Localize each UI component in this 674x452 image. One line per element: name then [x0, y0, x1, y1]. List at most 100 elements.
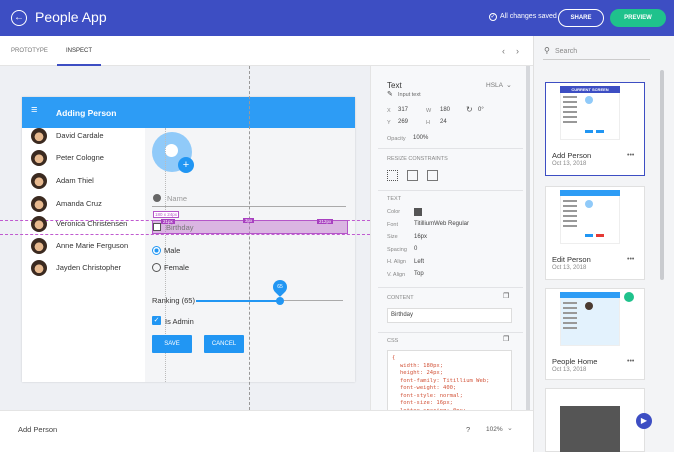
css-line: font-style: normal; [400, 392, 463, 399]
more-menu[interactable]: ••• [627, 358, 635, 365]
avatar [31, 128, 47, 144]
property-label: Size [387, 234, 398, 240]
thumb-row [563, 210, 577, 212]
screen-date: Oct 13, 2018 [552, 161, 587, 167]
field-label: Y [387, 120, 391, 126]
person-icon [153, 194, 161, 202]
thumbnail [560, 406, 620, 452]
play-button[interactable]: ▶ [636, 413, 652, 429]
preview-button[interactable]: PREVIEW [610, 9, 666, 27]
person-name[interactable]: Peter Cologne [56, 153, 104, 162]
dropdown-icon: ⌄ [507, 425, 513, 432]
thumb-row [563, 121, 577, 123]
slider-value: 65 [277, 284, 283, 290]
prev-arrow[interactable]: ‹ [502, 46, 505, 56]
save-button[interactable]: SAVE [152, 335, 192, 353]
guide-line [249, 66, 250, 410]
slider-track [196, 300, 280, 302]
section-title: CSS [387, 338, 399, 344]
back-button[interactable]: ← [11, 10, 27, 26]
person-name[interactable]: Jayden Christopher [56, 263, 122, 272]
avatar [31, 260, 47, 276]
zoom-level[interactable]: 102% [486, 426, 503, 433]
field-label: X [387, 108, 391, 114]
thumb-row [563, 116, 577, 118]
guide-line [0, 234, 370, 235]
checkbox[interactable]: ✓ [152, 316, 161, 325]
dropdown-icon: ⌄ [506, 82, 512, 89]
divider [378, 287, 523, 288]
color-swatch [414, 208, 422, 216]
birthday-input[interactable]: Birthday [166, 223, 194, 232]
screen-title: Adding Person [56, 108, 117, 118]
thumb-row [563, 312, 577, 314]
tab-indicator [57, 64, 101, 66]
constraint-icon[interactable] [427, 170, 438, 181]
tab[interactable]: PROTOTYPE [11, 48, 48, 54]
property-value: Top [414, 271, 424, 277]
avatar [31, 238, 47, 254]
share-button[interactable]: SHARE [558, 9, 604, 27]
constraint-icon[interactable] [387, 170, 398, 181]
thumb-row [563, 307, 577, 309]
css-line: font-size: 16px; [400, 400, 453, 406]
copy-icon[interactable]: ❐ [503, 293, 510, 300]
css-line: font-weight: 400; [400, 385, 457, 391]
radio[interactable] [152, 263, 161, 272]
thumb-row [563, 220, 577, 222]
screen-date: Oct 13, 2018 [552, 265, 587, 271]
person-name[interactable]: Veronica Christensen [56, 219, 128, 228]
field-value: 100% [413, 135, 429, 141]
name-input[interactable]: Name [167, 194, 188, 203]
radio-label: Female [164, 263, 190, 272]
next-arrow[interactable]: › [516, 46, 519, 56]
radio-checked[interactable] [152, 246, 161, 255]
person-name[interactable]: David Cardale [56, 131, 104, 140]
avatar [31, 173, 47, 189]
property-label: Spacing [387, 246, 407, 253]
color-mode[interactable]: HSLA [486, 82, 503, 89]
person-name[interactable]: Amanda Cruz [56, 199, 102, 208]
avatar [31, 150, 47, 166]
search-placeholder[interactable]: Search [555, 48, 578, 55]
copy-icon[interactable]: ❐ [503, 336, 510, 343]
slider-label: Ranking (65) [152, 296, 195, 305]
thumb-button [596, 130, 604, 133]
save-status: All changes saved [500, 13, 557, 20]
field-value: 317 [398, 107, 409, 113]
thumbnail [560, 292, 620, 346]
thumb-row [563, 215, 577, 217]
measure-label: 180 x 24px [153, 211, 180, 218]
css-line: font-family: Titillium Web; [400, 377, 490, 384]
measure-label: 3px [243, 218, 255, 223]
more-menu[interactable]: ••• [627, 256, 635, 263]
person-name[interactable]: Adam Thiel [56, 176, 94, 185]
saved-icon: ✓ [489, 13, 497, 21]
search-box[interactable] [543, 44, 650, 60]
avatar [31, 196, 47, 212]
thumb-row [563, 96, 577, 98]
person-name[interactable]: Anne Marie Ferguson [56, 241, 129, 250]
cancel-button[interactable]: CANCEL [204, 335, 244, 353]
tab[interactable]: INSPECT [66, 48, 93, 54]
css-box: {width: 180px; height: 24px; font-family: … [387, 350, 512, 410]
slider-thumb[interactable] [276, 297, 284, 305]
more-menu[interactable]: ••• [627, 152, 635, 159]
scrollbar [526, 66, 530, 410]
add-photo-button[interactable]: + [178, 157, 194, 173]
field-label: W [426, 108, 432, 114]
help-button[interactable]: ? [466, 425, 471, 434]
calendar-icon [153, 223, 161, 231]
field-value: 269 [398, 119, 409, 125]
property-value: TitilliumWeb Regular [414, 221, 470, 227]
thumb-row [563, 302, 577, 304]
tab-bar [0, 36, 533, 66]
thumb-row [563, 205, 577, 207]
thumb-avatar [585, 200, 593, 208]
screen-date: Oct 13, 2018 [552, 367, 587, 373]
rotate-icon: ↻ [466, 105, 473, 114]
measure-label: 212px [317, 219, 334, 224]
constraint-icon[interactable] [407, 170, 418, 181]
pencil-icon: ✎ [387, 91, 393, 98]
